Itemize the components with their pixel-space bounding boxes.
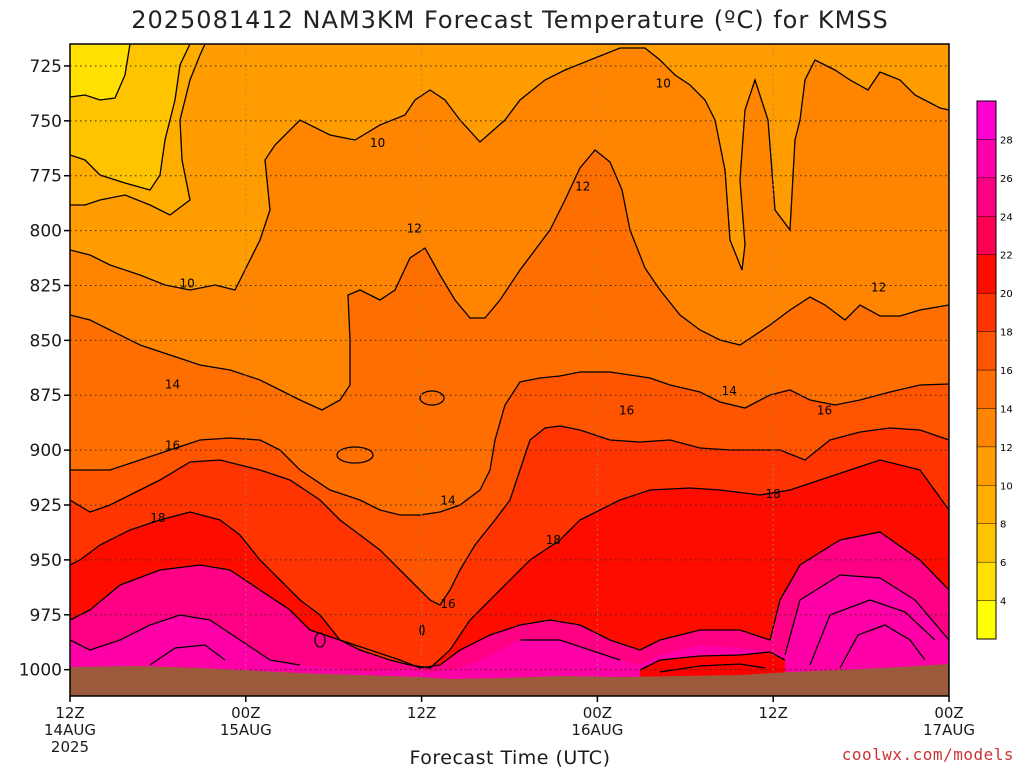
contour-label: 10 (370, 136, 385, 150)
contour-lines (70, 44, 949, 673)
colorbar-swatch (976, 408, 997, 448)
warm-pocket-2 (420, 391, 444, 405)
colorbar-swatch (976, 331, 997, 371)
terrain-below-ground (70, 664, 949, 696)
x-tick-label: 12Z (759, 704, 788, 722)
x-tick-label: 16AUG (571, 721, 623, 739)
contour-label: 14 (722, 384, 737, 398)
contour-label: 10 (180, 276, 195, 290)
colorbar-swatch (976, 139, 997, 179)
y-tick-label: 800 (30, 222, 62, 242)
contour-label: 16 (817, 404, 832, 418)
colorbar-swatch (976, 600, 997, 640)
colorbar-swatch (976, 485, 997, 524)
grid-lines (70, 44, 949, 696)
x-tick-label: 00Z (231, 704, 260, 722)
warm-pocket-1 (337, 447, 373, 463)
colorbar-label: 4 (1000, 597, 1006, 608)
x-tick-label: 2025 (51, 738, 89, 756)
plot-frame (69, 43, 950, 697)
y-tick-label: 725 (30, 57, 62, 77)
contour-label: 18 (766, 487, 781, 501)
colorbar-label: 22 (1000, 251, 1013, 262)
band-4-6 (70, 44, 130, 100)
colorbar-swatch (976, 561, 997, 601)
contour-label: 16 (440, 597, 455, 611)
colorbar-label: 28 (1000, 135, 1013, 146)
y-axis: 725 750 775 800 825 850 875 900 925 950 975 1000 (19, 57, 70, 681)
colorbar-swatch (976, 523, 997, 563)
y-tick-label: 850 (30, 331, 62, 351)
chart-title: 2025081412 NAM3KM Forecast Temperature (… (131, 6, 889, 34)
contour-label: 12 (871, 281, 886, 295)
x-tick-label: 00Z (583, 704, 612, 722)
colorbar-swatch (976, 446, 997, 486)
contour-label: 16 (619, 404, 634, 418)
colorbar-label: 24 (1000, 212, 1013, 223)
contour-label: 18 (150, 511, 165, 525)
colorbar-label: 8 (1000, 520, 1006, 531)
colorbar-swatch (976, 216, 997, 255)
contour-label: 16 (165, 439, 180, 453)
contour-labels: 10 10 10 12 12 12 14 14 14 16 16 16 16 18 18 18 (150, 77, 886, 611)
colorbar-swatch (976, 100, 997, 140)
contour-label: 14 (165, 377, 180, 391)
colorbar-label: 14 (1000, 404, 1013, 415)
x-tick-label: 12Z (407, 704, 436, 722)
y-tick-label: 975 (30, 606, 62, 626)
y-tick-label: 925 (30, 496, 62, 516)
x-tick-label: 15AUG (220, 721, 272, 739)
contour-label: 18 (546, 533, 561, 547)
colorbar-frame (976, 100, 997, 640)
colorbar-label: 18 (1000, 328, 1013, 339)
contour-label: 12 (407, 221, 422, 235)
colorbar: 4 6 8 10 12 14 16 18 20 22 24 26 28 (976, 100, 1013, 640)
y-tick-label: 950 (30, 551, 62, 571)
y-tick-label: 875 (30, 386, 62, 406)
x-tick-label: 14AUG (44, 721, 96, 739)
y-tick-label: 750 (30, 112, 62, 132)
colorbar-swatch (976, 254, 997, 294)
y-tick-label: 900 (30, 441, 62, 461)
colorbar-swatch (976, 177, 997, 217)
x-tick-label: 00Z (934, 704, 963, 722)
x-tick-label: 17AUG (923, 721, 975, 739)
colorbar-label: 12 (1000, 443, 1013, 454)
colorbar-label: 10 (1000, 481, 1013, 492)
colorbar-label: 26 (1000, 174, 1013, 185)
colorbar-swatch (976, 292, 997, 332)
colorbar-label: 20 (1000, 289, 1013, 300)
contour-label: 12 (575, 180, 590, 194)
contour-label: 10 (656, 77, 671, 91)
colorbar-swatch (976, 369, 997, 409)
y-tick-label: 825 (30, 276, 62, 296)
contour-label: 14 (440, 494, 455, 508)
x-tick-label: 12Z (55, 704, 84, 722)
credit-text: coolwx.com/models (842, 745, 1014, 764)
colorbar-label: 6 (1000, 558, 1006, 569)
temperature-bands (70, 44, 949, 696)
y-tick-label: 775 (30, 167, 62, 187)
x-axis-title: Forecast Time (UTC) (410, 747, 611, 768)
colorbar-label: 16 (1000, 366, 1013, 377)
y-tick-label: 1000 (19, 661, 62, 681)
